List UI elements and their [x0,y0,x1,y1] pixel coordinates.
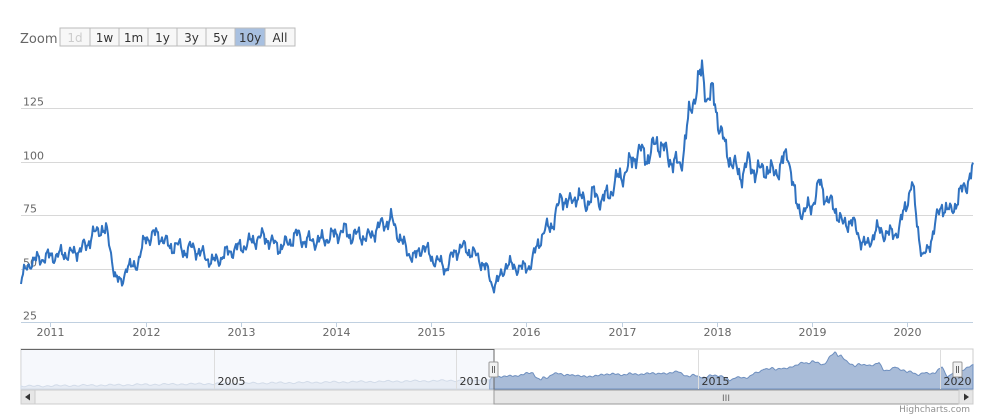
x-tick-label: 2020 [894,326,922,339]
y-tick-label: 75 [23,203,37,216]
navigator-tick-label: 2015 [702,375,730,388]
arrow-left-icon [25,393,30,401]
scrollbar[interactable]: III [20,389,974,405]
zoom-button-1d[interactable]: 1d [59,27,91,47]
zoom-button-label: All [273,31,288,45]
zoom-button-label: 1m [124,31,143,45]
zoom-button-1w[interactable]: 1w [89,27,120,47]
zoom-button-label: 10y [239,31,261,45]
x-axis: 2011 2012 2013 2014 2015 2016 2017 2018 2019 2020 [37,322,922,339]
zoom-button-label: 5y [213,31,228,45]
scrollbar-grip: III [722,394,730,404]
scrollbar-left-button[interactable] [20,389,36,405]
zoom-buttons: 1d 1w 1m 1y 3y 5y 10y All [59,27,296,47]
x-tick-label: 2017 [609,326,637,339]
zoom-button-label: 1d [67,31,82,45]
x-tick-label: 2011 [37,326,65,339]
price-series-line [20,59,974,294]
zoom-button-All[interactable]: All [264,27,296,47]
zoom-button-1m[interactable]: 1m [118,27,149,47]
navigator-tick-label: 2010 [460,375,488,388]
y-gridlines [21,108,973,323]
zoom-button-1y[interactable]: 1y [147,27,178,47]
y-tick-label: 125 [23,96,44,109]
x-tick-label: 2019 [799,326,827,339]
credits-link[interactable]: Highcharts.com [899,405,970,415]
zoom-button-label: 1w [96,31,114,45]
zoom-button-10y[interactable]: 10y [234,27,266,47]
zoom-button-3y[interactable]: 3y [176,27,207,47]
range-selector: Zoom 1d 1w 1m 1y 3y 5y 10y All [20,27,296,47]
zoom-button-label: 1y [155,31,170,45]
navigator-area-outside [20,378,490,390]
navigator-handle-right[interactable] [952,361,963,378]
navigator-axis: 2005 2010 2015 2020 [214,350,972,389]
zoom-button-label: 3y [184,31,199,45]
y-tick-label: 25 [23,310,37,323]
navigator-tick-label: 2020 [944,375,972,388]
x-tick-label: 2014 [323,326,351,339]
zoom-label: Zoom [20,32,57,47]
y-tick-label: 100 [23,150,44,163]
navigator-mask-left [21,349,494,390]
x-tick-label: 2012 [133,326,161,339]
scrollbar-right-button[interactable] [958,389,974,405]
navigator: 2005 2010 2015 2020 [20,348,974,391]
x-tick-label: 2015 [418,326,446,339]
navigator-handle-left[interactable] [488,361,499,378]
navigator-tick-label: 2005 [218,375,246,388]
arrow-right-icon [964,393,969,401]
navigator-area-selected [488,351,974,390]
x-tick-label: 2018 [704,326,732,339]
x-tick-label: 2013 [228,326,256,339]
x-tick-label: 2016 [513,326,541,339]
zoom-button-5y[interactable]: 5y [205,27,236,47]
